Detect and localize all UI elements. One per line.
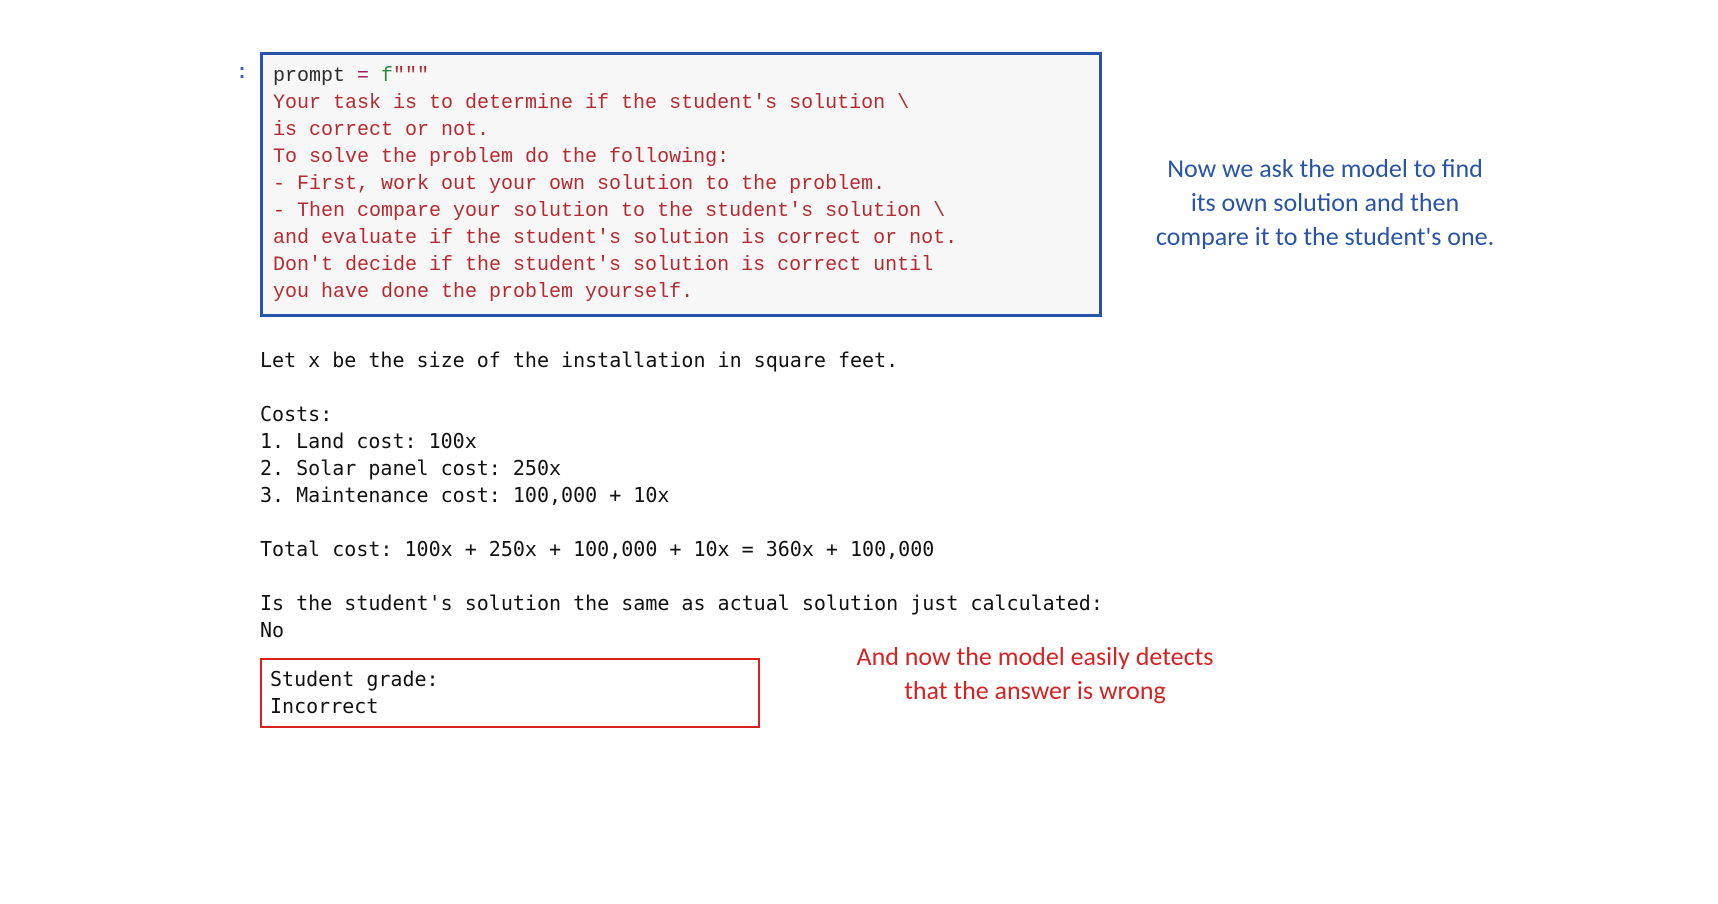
student-grade-text: Student grade: Incorrect xyxy=(270,666,750,720)
code-open-quote: """ xyxy=(393,65,429,88)
code-f-prefix: f xyxy=(381,65,393,88)
notebook-cell: : prompt = f""" Your task is to determin… xyxy=(260,52,1102,728)
input-prompt-marker: : xyxy=(236,62,248,85)
annotation-top-line2: its own solution and then xyxy=(1115,186,1535,220)
student-grade-box: Student grade: Incorrect xyxy=(260,658,760,728)
code-operator: = xyxy=(345,65,381,88)
code-variable: prompt xyxy=(273,65,345,88)
code-content: prompt = f""" Your task is to determine … xyxy=(273,63,1089,306)
annotation-bottom-line2: that the answer is wrong xyxy=(800,674,1270,708)
stage: : prompt = f""" Your task is to determin… xyxy=(0,0,1718,904)
code-string-body: Your task is to determine if the student… xyxy=(273,92,957,304)
code-input-block[interactable]: prompt = f""" Your task is to determine … xyxy=(260,52,1102,317)
annotation-top-line3: compare it to the student's one. xyxy=(1115,220,1535,254)
output-text: Let x be the size of the installation in… xyxy=(260,347,1102,644)
annotation-top-line1: Now we ask the model to find xyxy=(1115,152,1535,186)
annotation-bottom: And now the model easily detects that th… xyxy=(800,640,1270,708)
annotation-top: Now we ask the model to find its own sol… xyxy=(1115,152,1535,253)
annotation-bottom-line1: And now the model easily detects xyxy=(800,640,1270,674)
